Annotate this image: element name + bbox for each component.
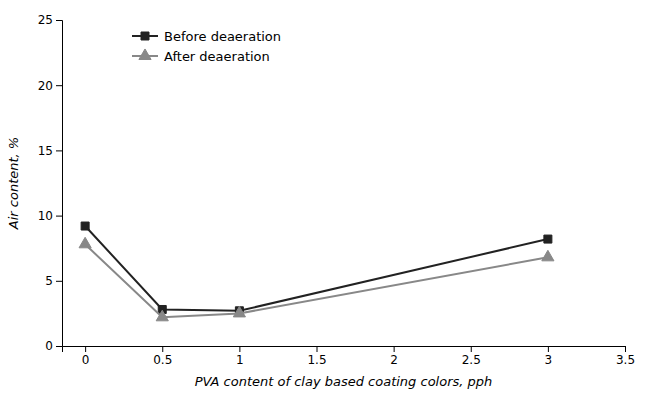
tick-label: 5 (45, 274, 53, 288)
tick-mark (85, 346, 86, 352)
tick-label: 20 (38, 79, 53, 93)
tick: 0 (82, 346, 90, 367)
marker (233, 306, 245, 317)
tick-mark (56, 150, 62, 151)
tick-label: 15 (38, 144, 53, 158)
tick-label: 10 (38, 209, 53, 223)
tick-mark (625, 346, 626, 352)
tick: 3 (545, 346, 553, 367)
tick-mark (394, 346, 395, 352)
y-axis-title: Air content, % (6, 137, 21, 230)
tick-label: 25 (38, 13, 53, 27)
tick-mark (56, 85, 62, 86)
tick: 2.5 (462, 346, 481, 367)
legend-marker (141, 32, 149, 40)
tick: 20 (38, 79, 62, 93)
tick-mark (548, 346, 549, 352)
tick: 2 (390, 346, 398, 367)
axis-line (63, 347, 626, 353)
legend-label: After deaeration (164, 49, 270, 64)
tick: 10 (38, 209, 62, 223)
tick-label: 0 (82, 353, 90, 367)
marker (81, 222, 89, 230)
legend-item: Before deaeration (132, 29, 281, 44)
tick-mark (56, 216, 62, 217)
tick: 1.5 (307, 346, 326, 367)
tick-label: 2 (390, 353, 398, 367)
tick-label: 1 (236, 353, 244, 367)
marker (79, 237, 91, 248)
series-line (85, 226, 548, 311)
legend-marker (139, 49, 151, 60)
tick: 15 (38, 144, 62, 158)
y-axis: 0 5 10 15 20 25 (38, 13, 63, 353)
tick-mark (56, 20, 62, 21)
legend: Before deaeration After deaeration (132, 29, 281, 64)
marker (156, 310, 168, 321)
tick: 1 (236, 346, 244, 367)
tick-mark (317, 346, 318, 352)
legend-label: Before deaeration (164, 29, 281, 44)
tick-label: 0.5 (153, 353, 172, 367)
legend-item: After deaeration (132, 49, 270, 64)
tick-mark (56, 281, 62, 282)
tick-mark (162, 346, 163, 352)
tick-label: 3 (545, 353, 553, 367)
tick-mark (471, 346, 472, 352)
tick-label: 0 (45, 339, 53, 353)
tick-mark (239, 346, 240, 352)
axis-line (56, 21, 63, 347)
tick-label: 3.5 (616, 353, 635, 367)
tick-label: 2.5 (462, 353, 481, 367)
tick-label: 1.5 (307, 353, 326, 367)
tick: 0 (45, 339, 62, 353)
plot: 0 0.5 1 1.5 2 2.5 3 3.5 0 5 10 15 20 25 Before deaerat… (38, 13, 635, 366)
tick-mark (56, 346, 62, 347)
marker (544, 235, 552, 243)
x-axis: 0 0.5 1 1.5 2 2.5 3 3.5 (63, 346, 636, 367)
tick: 5 (45, 274, 62, 288)
series-line (85, 244, 548, 317)
marks (79, 222, 554, 321)
x-axis-title: PVA content of clay based coating colors… (195, 374, 493, 389)
tick: 0.5 (153, 346, 172, 367)
chart: 0 0.5 1 1.5 2 2.5 3 3.5 0 5 10 15 20 25 Before deaerat… (0, 0, 649, 398)
tick: 3.5 (616, 346, 635, 367)
marker (542, 250, 554, 261)
tick: 25 (38, 13, 62, 27)
